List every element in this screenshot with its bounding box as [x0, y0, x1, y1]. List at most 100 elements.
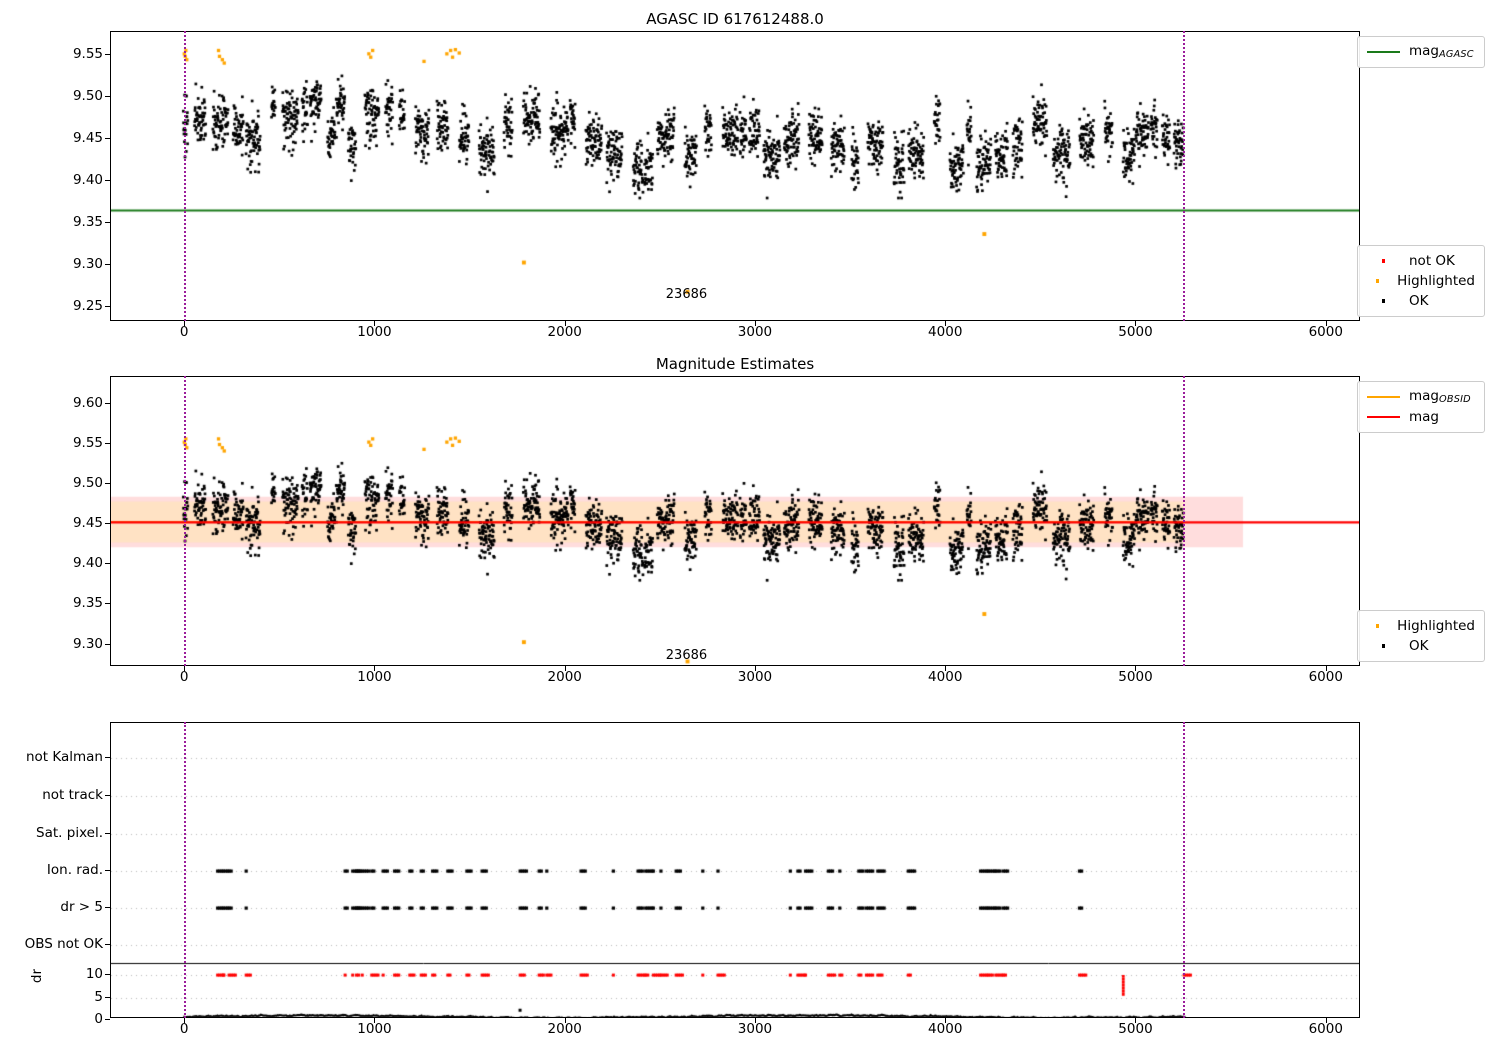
panel3-flag-label-not-track: not track: [42, 787, 103, 803]
panel1-legend-lines[interactable]: magAGASC: [1357, 36, 1485, 68]
panel1-legend-points[interactable]: not OK Highlighted OK: [1357, 245, 1485, 317]
panel2-ytick-label: 9.45: [72, 515, 103, 531]
panel2-xtick-label: 4000: [928, 669, 963, 685]
panel1-xtick-mark: [945, 321, 947, 326]
panel3-dr-tick-label: 5: [94, 989, 103, 1005]
orange-dot-swatch: [1367, 279, 1388, 283]
panel2-axes: [110, 376, 1360, 666]
red-line-swatch: [1367, 416, 1400, 418]
panel2-xtick-label: 3000: [737, 669, 773, 685]
panel1-ytick-label: 9.25: [72, 297, 103, 314]
panel2-ytick-label: 9.35: [72, 595, 103, 612]
panel3-xtick-mark: [374, 1018, 376, 1023]
panel2-ytick-label: 9.60: [72, 394, 103, 411]
panel3-flag-tick: [105, 795, 110, 796]
panel1-ytick-mark: [105, 180, 110, 182]
panel2-ytick-label: 9.50: [72, 474, 103, 491]
panel2-legend-lines[interactable]: magOBSID mag: [1357, 381, 1485, 433]
panel1-ytick-mark: [105, 305, 110, 307]
legend-label-mag: mag: [1409, 409, 1439, 425]
panel3-flag-label-sat-pixel: Sat. pixel.: [36, 825, 103, 841]
panel3-xtick-label: 5000: [1118, 1021, 1153, 1037]
panel1-ytick-mark: [105, 96, 110, 98]
panel3-flag-label-obs-not-ok: OBS not OK: [24, 936, 103, 952]
panel2-ytick-mark: [105, 603, 110, 605]
figure-title: AGASC ID 617612488.0: [646, 10, 824, 28]
panel1-xtick-mark: [1135, 321, 1137, 326]
legend-label-ok-2: OK: [1409, 638, 1429, 654]
panel3-dr-tick-label: 10: [85, 966, 103, 982]
panel1-xtick-label: 5000: [1118, 324, 1153, 340]
legend-item-highlighted: Highlighted: [1367, 271, 1475, 291]
legend-label-highlighted: Highlighted: [1397, 273, 1475, 289]
legend-item-not-ok: not OK: [1367, 251, 1475, 271]
panel2-xtick-label: 0: [179, 669, 189, 685]
red-dot-swatch: [1367, 259, 1400, 263]
panel1-xtick-label: 1000: [357, 324, 392, 340]
panel3-xtick-mark: [945, 1018, 947, 1023]
panel2-xtick-mark: [1325, 666, 1327, 671]
panel3-dr-tick-mark: [105, 974, 110, 975]
black-dot-swatch: [1367, 299, 1400, 303]
panel1-xtick-label: 4000: [928, 324, 963, 340]
panel2-xtick-mark: [945, 666, 947, 671]
panel2-legend-points[interactable]: Highlighted OK: [1357, 610, 1485, 662]
panel3-xtick-label: 2000: [547, 1021, 582, 1037]
panel3-axes: [110, 722, 1360, 1018]
panel3-flag-label-ion-rad: Ion. rad.: [46, 862, 103, 878]
panel1-ytick-mark: [105, 138, 110, 140]
panel3-dr-tick-label: 0: [94, 1011, 103, 1027]
panel2-xtick-mark: [1135, 666, 1137, 671]
panel2-xtick-mark: [564, 666, 566, 671]
legend-label-not-ok: not OK: [1409, 253, 1455, 269]
orange-dot-swatch: [1367, 624, 1388, 628]
legend-item-ok: OK: [1367, 291, 1475, 311]
panel1-xtick-mark: [374, 321, 376, 326]
panel2-ytick-mark: [105, 563, 110, 565]
green-line-swatch: [1367, 51, 1400, 53]
panel1-xtick-label: 0: [179, 324, 189, 340]
panel1-xtick-mark: [754, 321, 756, 326]
panel1-xtick-label: 6000: [1308, 324, 1343, 340]
legend-item-mag-obsid: magOBSID: [1367, 387, 1475, 407]
panel3-xtick-mark: [184, 1018, 186, 1023]
panel2-ytick-label: 9.55: [72, 434, 103, 451]
panel1-ytick-label: 9.55: [72, 46, 103, 63]
panel1-xtick-mark: [564, 321, 566, 326]
legend-label-ok: OK: [1409, 293, 1429, 309]
panel2-ytick-label: 9.30: [72, 635, 103, 652]
legend-label-mag-obsid: magOBSID: [1409, 388, 1471, 406]
panel2-obsid-annotation: 23686: [665, 648, 708, 664]
panel2-xtick-label: 1000: [357, 669, 392, 685]
panel2-ytick-mark: [105, 442, 110, 444]
panel3-flag-label-dr-5: dr > 5: [60, 899, 103, 915]
panel3-xtick-label: 1000: [357, 1021, 392, 1037]
panel1-xtick-mark: [184, 321, 186, 326]
panel2-ytick-mark: [105, 482, 110, 484]
panel1-xtick-mark: [1325, 321, 1327, 326]
panel2-title: Magnitude Estimates: [655, 355, 815, 373]
panel2-xtick-label: 6000: [1308, 669, 1343, 685]
panel3-xtick-label: 3000: [737, 1021, 773, 1037]
panel2-xtick-label: 2000: [547, 669, 582, 685]
panel3-flag-tick: [105, 870, 110, 871]
panel1-xtick-label: 3000: [737, 324, 773, 340]
legend-label-highlighted-2: Highlighted: [1397, 618, 1475, 634]
panel2-xtick-mark: [754, 666, 756, 671]
panel3-xtick-mark: [1135, 1018, 1137, 1023]
panel1-ytick-label: 9.45: [72, 130, 103, 147]
panel1-ytick-label: 9.50: [72, 88, 103, 105]
panel2-ytick-mark: [105, 523, 110, 524]
panel3-flag-tick: [105, 944, 110, 945]
panel1-obsid-annotation: 23686: [665, 286, 708, 302]
panel2-ytick-label: 9.40: [72, 555, 103, 572]
panel1-ytick-label: 9.35: [72, 214, 103, 231]
panel3-xtick-mark: [564, 1018, 566, 1023]
panel3-flag-tick: [105, 907, 110, 908]
panel3-xtick-label: 6000: [1308, 1021, 1343, 1037]
orange-line-swatch: [1367, 396, 1400, 398]
panel1-ytick-label: 9.40: [72, 172, 103, 189]
legend-label-mag-agasc: magAGASC: [1409, 43, 1474, 61]
panel3-xtick-mark: [754, 1018, 756, 1023]
